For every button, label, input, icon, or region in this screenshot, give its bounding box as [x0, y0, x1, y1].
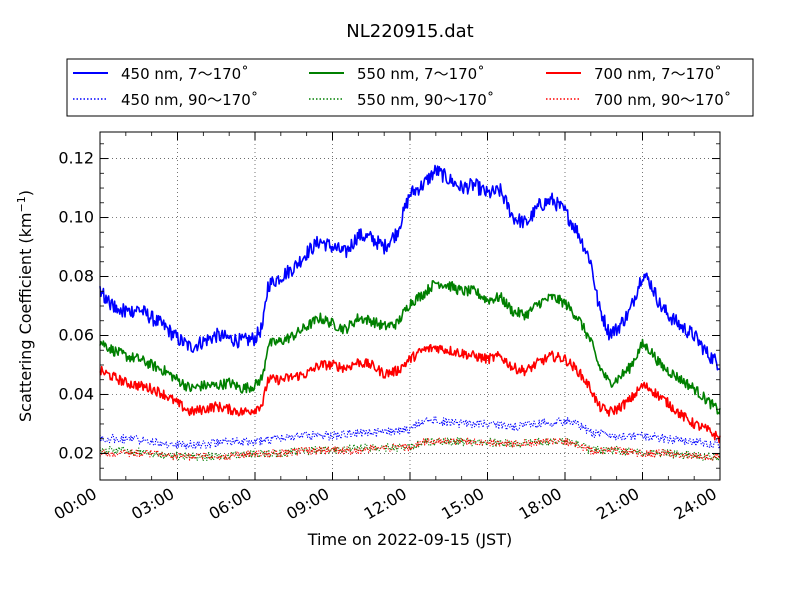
y-axis-label-exponent: −1 [15, 196, 28, 212]
legend-label: 550 nm, 7～170˚ [357, 65, 485, 83]
legend-label: 700 nm, 7～170˚ [594, 65, 722, 83]
y-axis-label-close: ) [16, 190, 35, 196]
series-group [99, 164, 721, 461]
series-line-450-nm-90-170 [99, 416, 721, 450]
legend-box [66, 58, 754, 117]
y-tick-label: 0.10 [58, 208, 94, 227]
chart-title: NL220915.dat [346, 21, 473, 42]
series-line-550-nm-90-170 [99, 437, 721, 461]
y-tick-label: 0.06 [58, 325, 94, 344]
y-tick-label: 0.04 [58, 384, 94, 403]
series-line-550-nm-7-170 [99, 280, 721, 415]
y-tick-label: 0.02 [58, 443, 94, 462]
series-line-700-nm-90-170 [99, 437, 721, 461]
y-tick-label: 0.08 [58, 267, 94, 286]
legend-label: 450 nm, 7～170˚ [121, 65, 249, 83]
y-tick-labels: 0.02 0.04 0.06 0.08 0.10 0.12 [58, 149, 94, 463]
y-axis-label-main: Scattering Coefficient (km [16, 212, 35, 422]
legend-label: 450 nm, 90～170˚ [121, 91, 258, 109]
y-axis-label: Scattering Coefficient (km−1) [15, 190, 35, 422]
x-axis-label: Time on 2022-09-15 (JST) [307, 530, 512, 549]
plot-area [99, 131, 721, 481]
legend-label: 550 nm, 90～170˚ [357, 91, 494, 109]
legend: 450 nm, 7～170˚ 550 nm, 7～170˚ 700 nm, 7～17… [66, 58, 754, 117]
y-tick-label: 0.12 [58, 149, 94, 168]
ticks [99, 132, 721, 480]
series-line-450-nm-7-170 [99, 164, 721, 371]
series-line-700-nm-7-170 [99, 343, 721, 444]
legend-label: 700 nm, 90～170˚ [594, 91, 731, 109]
